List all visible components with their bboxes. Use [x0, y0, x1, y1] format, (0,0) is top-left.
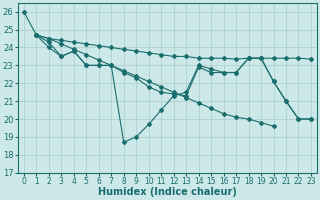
X-axis label: Humidex (Indice chaleur): Humidex (Indice chaleur)	[98, 187, 237, 197]
